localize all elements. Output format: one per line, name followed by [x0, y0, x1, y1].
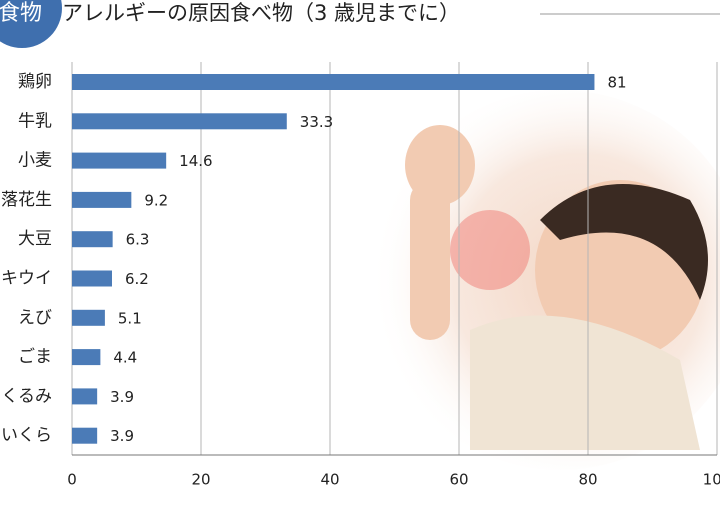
value-label: 9.2: [144, 191, 168, 209]
y-tick-label: いくら: [1, 426, 52, 446]
badge-text: 食物: [0, 1, 42, 26]
badge-circle: [0, 0, 62, 48]
y-tick-label: 落花生: [1, 190, 52, 210]
y-tick-label: くるみ: [1, 386, 52, 406]
x-tick-label: 60: [449, 471, 468, 489]
plot: 0 20 40 60 80 100 鶏卵 81 牛乳 33.3 小麦 14.6 落花生 9.2 大豆 6.3 キ…: [1, 62, 720, 489]
y-tick-label: 小麦: [18, 151, 52, 171]
bar: [72, 427, 98, 444]
bar: [72, 349, 101, 366]
y-tick-label: えび: [18, 308, 52, 328]
y-tick-label: ごま: [18, 347, 52, 367]
y-tick-label: キウイ: [1, 269, 52, 289]
value-label: 6.3: [126, 231, 150, 249]
x-tick-label: 80: [578, 471, 597, 489]
x-tick-label: 40: [320, 471, 339, 489]
value-label: 4.4: [113, 349, 137, 367]
bar: [72, 270, 112, 287]
value-label: 14.6: [179, 152, 212, 170]
x-tick-label: 20: [191, 471, 210, 489]
y-tick-label: 鶏卵: [18, 72, 52, 92]
value-label: 5.1: [118, 309, 142, 327]
bar: [72, 152, 167, 169]
y-tick-label: 大豆: [18, 229, 52, 249]
bar: [72, 74, 595, 90]
value-label: 33.3: [300, 113, 333, 131]
value-label: 81: [607, 74, 626, 92]
bar: [72, 231, 113, 248]
bar: [72, 113, 287, 130]
value-label: 3.9: [110, 427, 134, 445]
value-label: 6.2: [125, 270, 149, 288]
photo: [370, 90, 720, 470]
x-tick-label: 100: [703, 471, 720, 489]
bar: [72, 388, 98, 405]
x-tick-label: 0: [67, 471, 77, 489]
bar: [72, 309, 105, 326]
chart-title: アレルギーの原因食べ物（3 歳児までに）: [62, 1, 460, 25]
y-tick-label: 牛乳: [18, 111, 52, 131]
value-label: 3.9: [110, 388, 134, 406]
bar: [72, 191, 132, 208]
